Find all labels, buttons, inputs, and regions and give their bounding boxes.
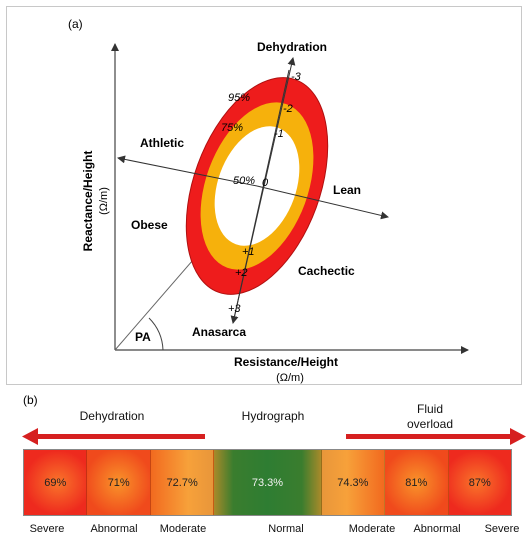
category-label: Moderate xyxy=(348,523,396,535)
lean-axis xyxy=(256,185,389,220)
athletic-label: Athletic xyxy=(140,136,184,150)
label-50: 50% xyxy=(233,175,255,187)
segment-normal: 73.3% xyxy=(214,450,322,515)
tick-minus-3: -3 xyxy=(291,71,302,83)
obese-label: Obese xyxy=(131,218,168,232)
overload-heading: overload xyxy=(406,417,454,431)
panel-b-label: (b) xyxy=(23,393,38,407)
category-label: Abnormal xyxy=(413,523,461,535)
hydrograph-heading: Hydrograph xyxy=(241,409,305,423)
label-95: 95% xyxy=(228,92,250,104)
tick-minus-2: -2 xyxy=(283,103,293,115)
y-axis-unit: (Ω/m) xyxy=(98,187,110,215)
fluid-heading: Fluid xyxy=(416,402,444,416)
lean-label: Lean xyxy=(333,183,361,197)
tick-plus-2: +2 xyxy=(235,267,248,279)
x-axis-unit: (Ω/m) xyxy=(276,372,304,384)
tick-zero: 0 xyxy=(262,177,269,189)
hydrograph-bar: 69% 71% 72.7% 73.3% 74.3% 81% 87% xyxy=(23,449,512,516)
segment-moderate-left: 72.7% xyxy=(150,450,215,515)
segment-value: 69% xyxy=(44,476,67,489)
dehydration-label: Dehydration xyxy=(257,40,327,54)
label-75: 75% xyxy=(221,122,243,134)
segment-value: 74.3% xyxy=(337,476,369,489)
tick-minus-1: -1 xyxy=(274,128,284,140)
panel-a-label: (a) xyxy=(68,17,83,31)
segment-moderate-right: 74.3% xyxy=(321,450,386,515)
tick-plus-1: +1 xyxy=(242,246,255,258)
fluid-overload-arrow xyxy=(346,428,526,445)
dehydration-heading: Dehydration xyxy=(79,409,145,423)
dehydration-arrow xyxy=(22,428,205,445)
category-label: Severe xyxy=(29,523,65,535)
segment-value: 87% xyxy=(468,476,491,489)
pa-label: PA xyxy=(135,330,151,344)
segment-severe-right: 87% xyxy=(448,450,511,515)
category-label: Moderate xyxy=(159,523,207,535)
y-axis-title: Reactance/Height xyxy=(81,151,95,252)
category-label: Abnormal xyxy=(90,523,138,535)
segment-severe-left: 69% xyxy=(24,450,88,515)
category-label: Severe xyxy=(484,523,520,535)
segment-value: 73.3% xyxy=(251,476,284,489)
segment-abnormal-left: 71% xyxy=(87,450,151,515)
athletic-axis xyxy=(117,155,258,187)
segment-value: 81% xyxy=(405,476,428,489)
category-label: Normal xyxy=(268,523,304,535)
phase-angle-arc xyxy=(148,317,164,351)
anasarca-label: Anasarca xyxy=(192,325,246,339)
segment-value: 71% xyxy=(107,476,130,489)
segment-value: 72.7% xyxy=(166,476,198,489)
tick-plus-3: +3 xyxy=(228,303,241,315)
segment-abnormal-right: 81% xyxy=(385,450,449,515)
hydration-axis-up xyxy=(232,57,296,324)
x-axis-title: Resistance/Height xyxy=(234,355,338,369)
cachectic-label: Cachectic xyxy=(298,264,355,278)
panel-a-frame xyxy=(6,6,522,385)
